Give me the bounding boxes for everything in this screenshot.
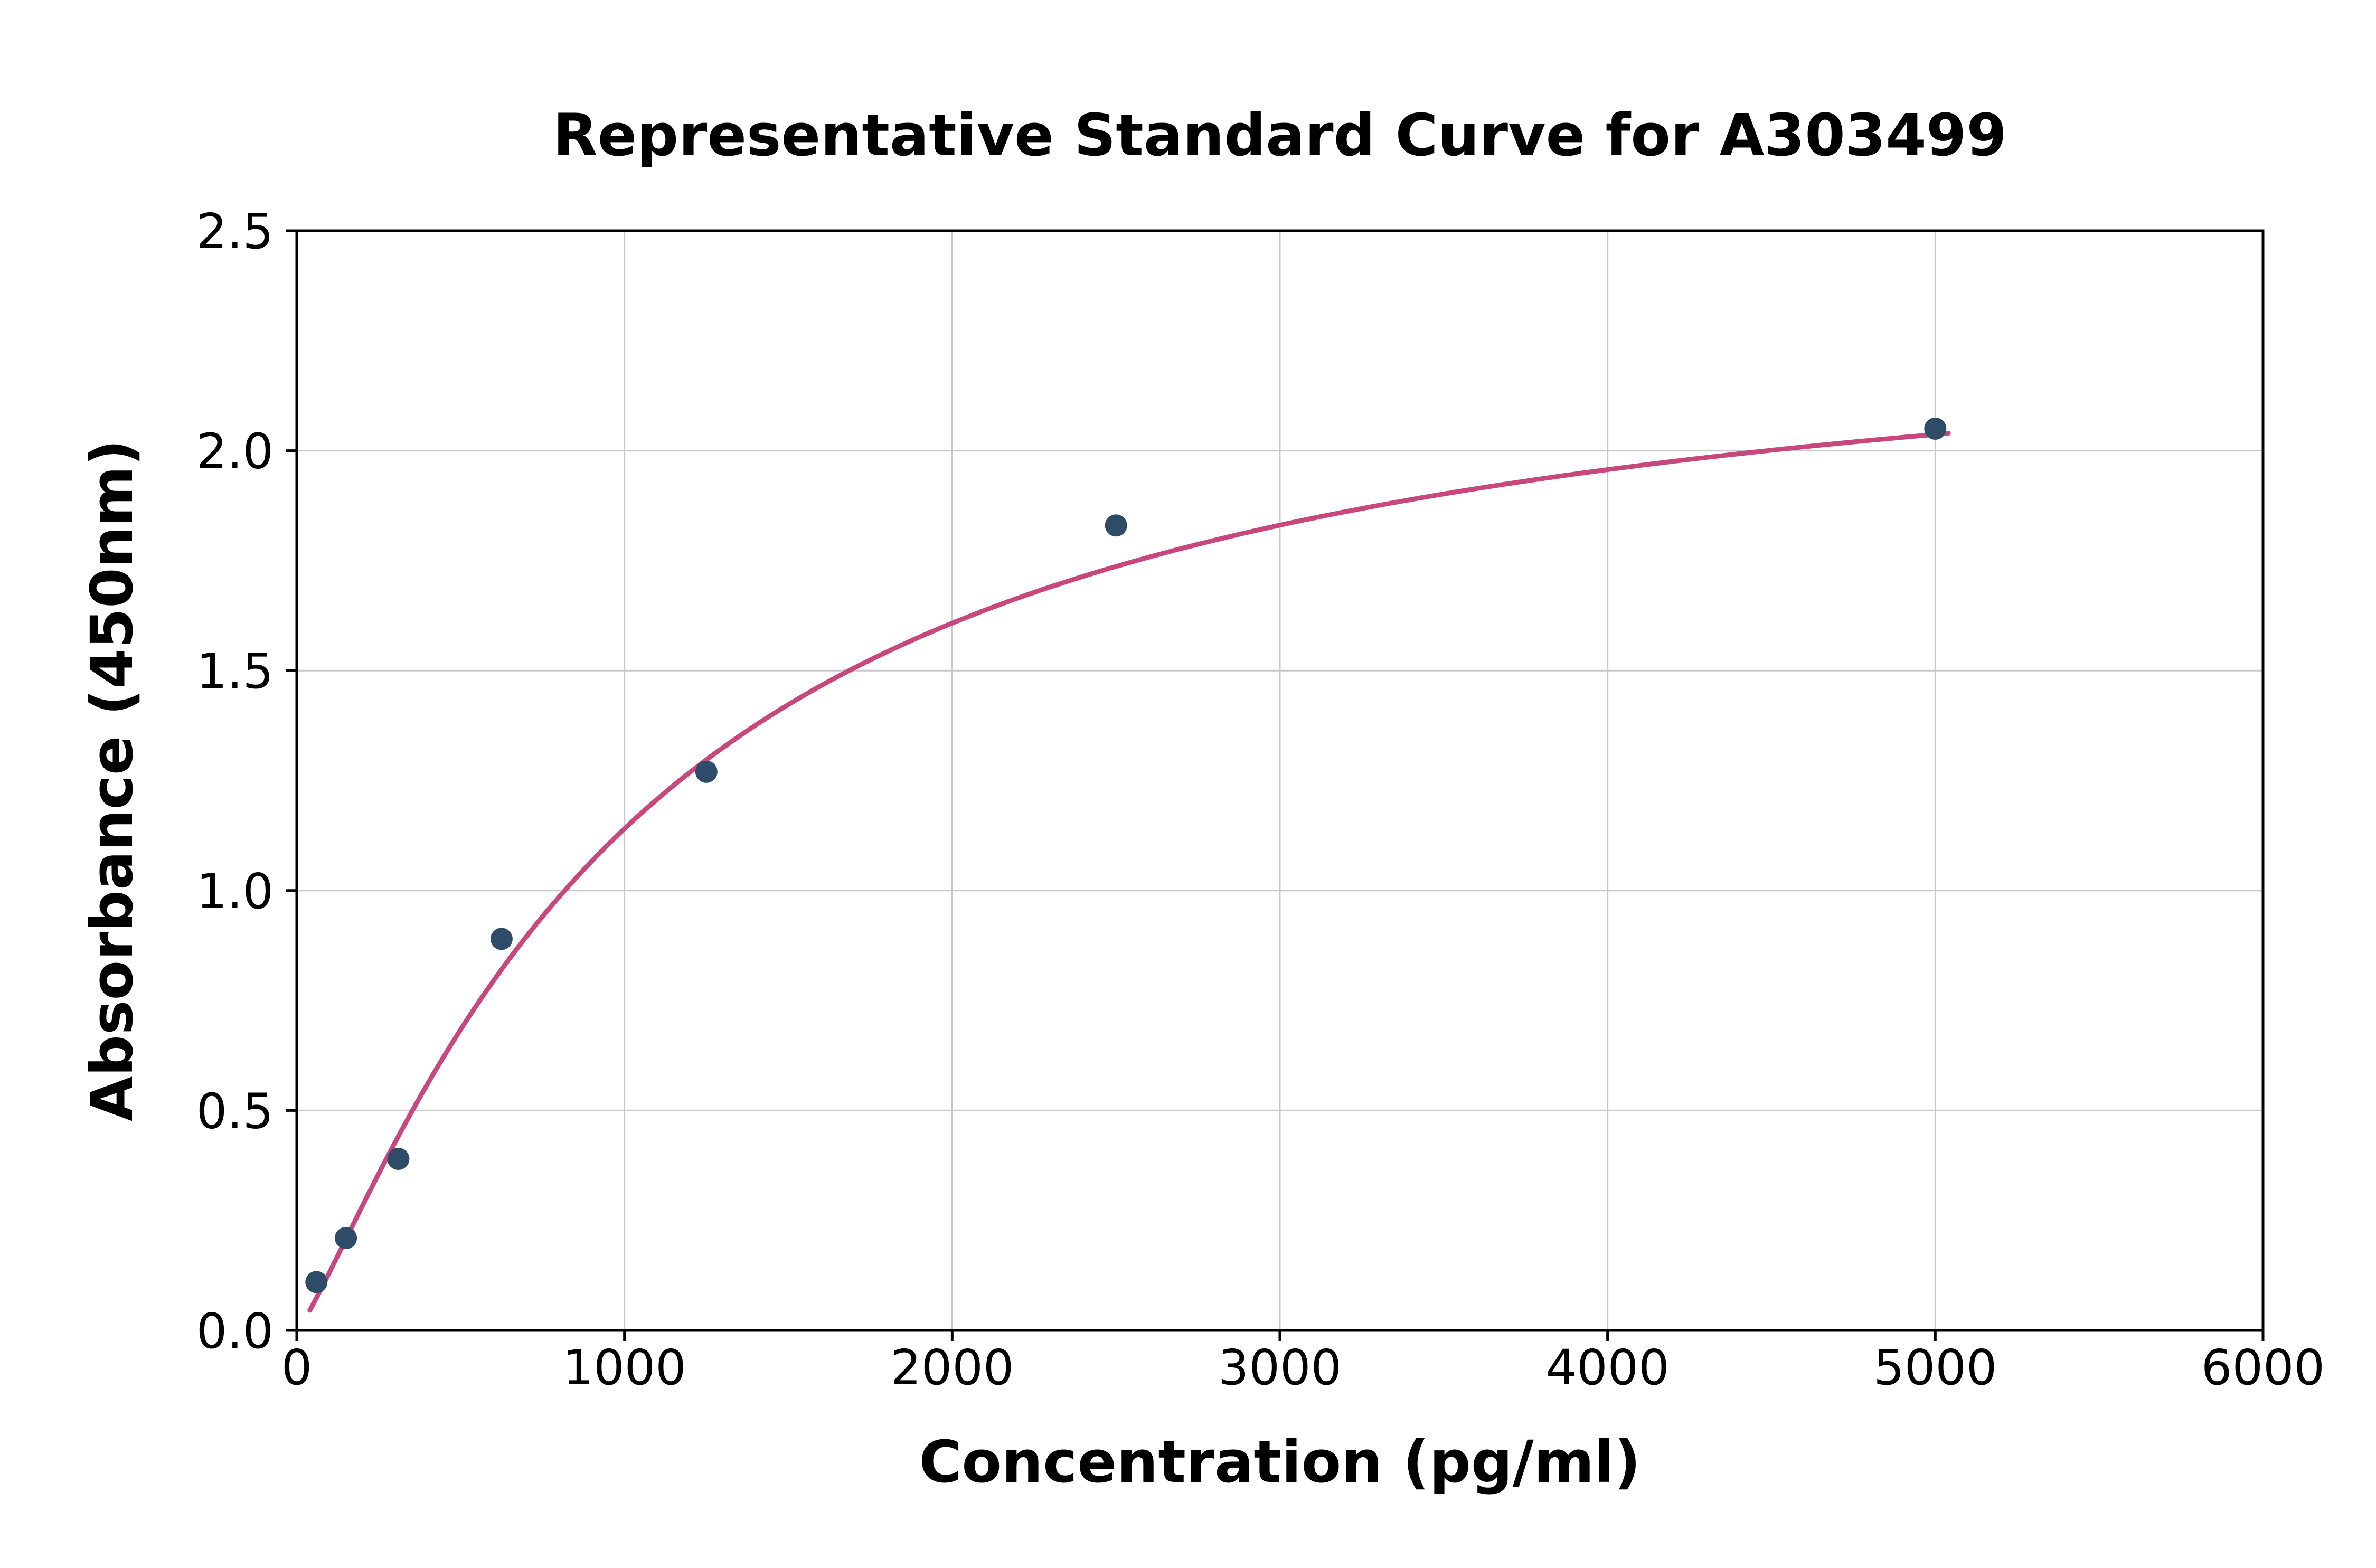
- data-point: [695, 760, 718, 783]
- x-axis-label: Concentration (pg/ml): [919, 1428, 1641, 1496]
- data-point: [490, 928, 513, 950]
- y-tick-label: 0.5: [196, 1083, 274, 1139]
- y-tick-label: 2.0: [196, 423, 274, 480]
- chart-title: Representative Standard Curve for A30349…: [553, 101, 2007, 169]
- x-tick-label: 6000: [2201, 1339, 2325, 1396]
- y-tick-label: 2.5: [196, 203, 274, 260]
- x-tick-label: 0: [281, 1339, 313, 1396]
- x-tick-label: 4000: [1546, 1339, 1670, 1396]
- x-tick-label: 1000: [563, 1339, 686, 1396]
- x-tick-label: 3000: [1218, 1339, 1342, 1396]
- fit-curve: [307, 431, 1951, 1313]
- x-tick-label: 5000: [1873, 1339, 1997, 1396]
- y-tick-label: 1.5: [196, 643, 274, 700]
- data-point: [387, 1148, 410, 1170]
- data-point: [305, 1271, 328, 1293]
- data-point: [335, 1227, 357, 1250]
- x-tick-label: 2000: [890, 1339, 1014, 1396]
- y-tick-label: 0.0: [196, 1303, 274, 1359]
- y-tick-label: 1.0: [196, 863, 274, 920]
- data-point: [1924, 417, 1947, 440]
- data-point: [1105, 514, 1127, 537]
